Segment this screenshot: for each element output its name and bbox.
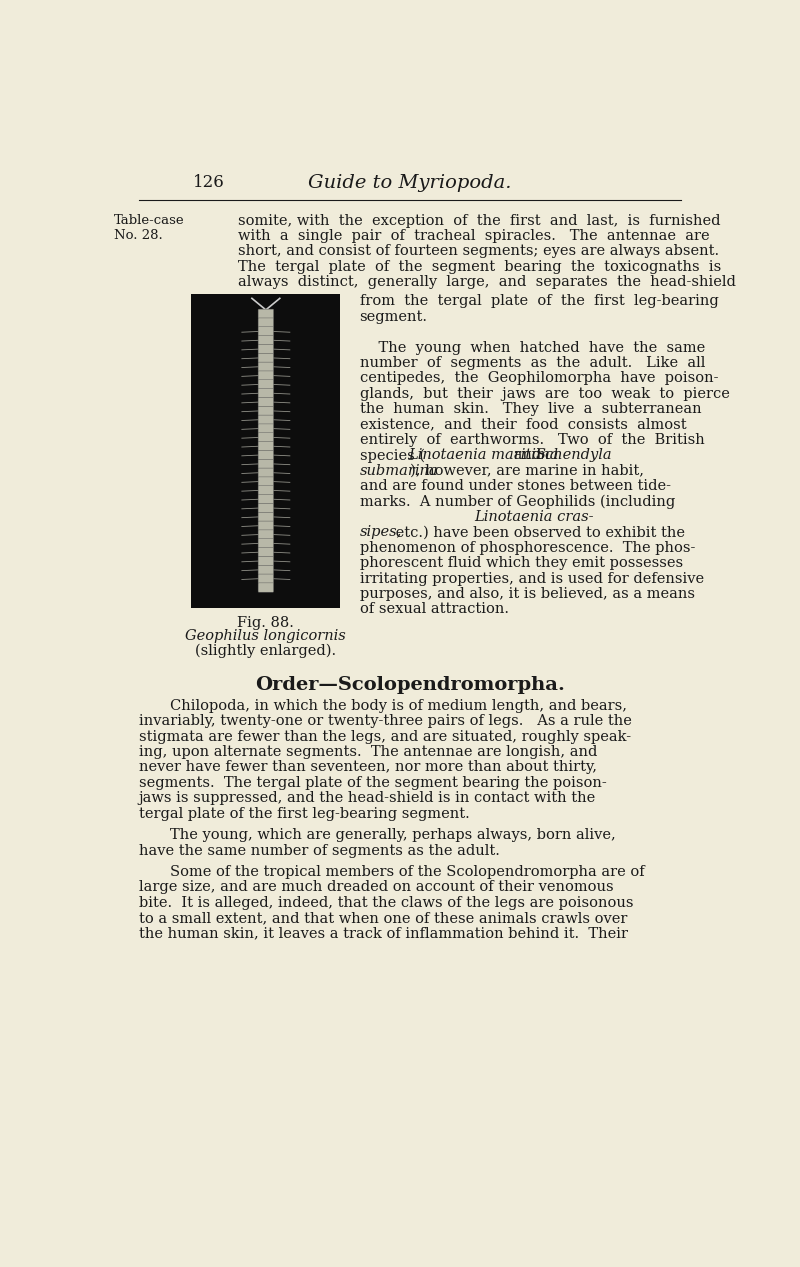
FancyBboxPatch shape <box>258 389 274 398</box>
FancyBboxPatch shape <box>258 547 274 557</box>
FancyBboxPatch shape <box>258 416 274 424</box>
Bar <box>360 508 693 526</box>
Text: to a small extent, and that when one of these animals crawls over: to a small extent, and that when one of … <box>138 911 627 925</box>
FancyBboxPatch shape <box>258 442 274 451</box>
Text: short, and consist of fourteen segments; eyes are always absent.: short, and consist of fourteen segments;… <box>238 245 719 258</box>
Text: somite, with  the  exception  of  the  first  and  last,  is  furnished: somite, with the exception of the first … <box>238 214 721 228</box>
Text: bite.  It is alleged, indeed, that the claws of the legs are poisonous: bite. It is alleged, indeed, that the cl… <box>138 896 634 910</box>
FancyBboxPatch shape <box>258 424 274 433</box>
Text: etc.) have been observed to exhibit the: etc.) have been observed to exhibit the <box>390 526 685 540</box>
FancyBboxPatch shape <box>258 485 274 495</box>
FancyBboxPatch shape <box>258 556 274 565</box>
Text: of sexual attraction.: of sexual attraction. <box>360 603 509 617</box>
FancyBboxPatch shape <box>258 327 274 336</box>
FancyBboxPatch shape <box>258 407 274 416</box>
FancyBboxPatch shape <box>258 433 274 442</box>
FancyBboxPatch shape <box>258 459 274 469</box>
Text: The young, which are generally, perhaps always, born alive,: The young, which are generally, perhaps … <box>170 829 615 843</box>
FancyBboxPatch shape <box>258 476 274 487</box>
FancyBboxPatch shape <box>258 318 274 327</box>
FancyBboxPatch shape <box>258 574 274 583</box>
Text: Table-case: Table-case <box>114 214 185 227</box>
Text: sipes,: sipes, <box>360 526 402 540</box>
Text: Schendyla: Schendyla <box>535 449 612 462</box>
Text: Linotaenia cras-: Linotaenia cras- <box>474 511 594 525</box>
Text: large size, and are much dreaded on account of their venomous: large size, and are much dreaded on acco… <box>138 881 614 895</box>
Text: Some of the tropical members of the Scolopendromorpha are of: Some of the tropical members of the Scol… <box>170 865 644 879</box>
Text: several  British  species,  as: several British species, as <box>360 511 571 525</box>
Text: with  a  single  pair  of  tracheal  spiracles.   The  antennae  are: with a single pair of tracheal spiracles… <box>238 229 710 243</box>
Text: have the same number of segments as the adult.: have the same number of segments as the … <box>138 844 500 858</box>
FancyBboxPatch shape <box>258 450 274 460</box>
FancyBboxPatch shape <box>258 494 274 504</box>
FancyBboxPatch shape <box>258 503 274 513</box>
FancyBboxPatch shape <box>258 353 274 362</box>
Text: No. 28.: No. 28. <box>114 229 162 242</box>
Text: Geophilus longicornis: Geophilus longicornis <box>186 630 346 644</box>
FancyBboxPatch shape <box>258 371 274 380</box>
FancyBboxPatch shape <box>258 345 274 353</box>
Text: entirely  of  earthworms.   Two  of  the  British: entirely of earthworms. Two of the Briti… <box>360 433 704 447</box>
Text: irritating properties, and is used for defensive: irritating properties, and is used for d… <box>360 571 704 585</box>
Text: and are found under stones between tide-: and are found under stones between tide- <box>360 479 670 493</box>
Text: ing, upon alternate segments.  The antennae are longish, and: ing, upon alternate segments. The antenn… <box>138 745 597 759</box>
Text: Linotaenia maritima: Linotaenia maritima <box>409 449 559 462</box>
Text: segment.: segment. <box>360 310 428 324</box>
Text: The  young  when  hatched  have  the  same: The young when hatched have the same <box>360 341 705 355</box>
Text: number  of  segments  as  the  adult.   Like  all: number of segments as the adult. Like al… <box>360 356 705 370</box>
FancyBboxPatch shape <box>258 530 274 540</box>
Text: Order—Scolopendromorpha.: Order—Scolopendromorpha. <box>255 675 565 693</box>
Text: segments.  The tergal plate of the segment bearing the poison-: segments. The tergal plate of the segmen… <box>138 775 606 789</box>
Text: submarina: submarina <box>360 464 438 478</box>
Text: ), however, are marine in habit,: ), however, are marine in habit, <box>410 464 644 478</box>
FancyBboxPatch shape <box>258 362 274 371</box>
Text: from  the  tergal  plate  of  the  first  leg-bearing: from the tergal plate of the first leg-b… <box>360 294 718 308</box>
FancyBboxPatch shape <box>258 583 274 592</box>
Text: marks.  A number of Geophilids (including: marks. A number of Geophilids (including <box>360 494 675 509</box>
Text: tergal plate of the first leg-bearing segment.: tergal plate of the first leg-bearing se… <box>138 807 470 821</box>
Text: existence,  and  their  food  consists  almost: existence, and their food consists almos… <box>360 418 686 432</box>
Text: (slightly enlarged).: (slightly enlarged). <box>195 644 337 658</box>
FancyBboxPatch shape <box>258 336 274 345</box>
Text: centipedes,  the  Geophilomorpha  have  poison-: centipedes, the Geophilomorpha have pois… <box>360 371 718 385</box>
Text: and: and <box>509 449 546 462</box>
Text: Fig. 88.: Fig. 88. <box>238 616 294 630</box>
Text: the  human  skin.   They  live  a  subterranean: the human skin. They live a subterranean <box>360 403 702 417</box>
Text: Guide to Myriopoda.: Guide to Myriopoda. <box>308 174 512 191</box>
Bar <box>191 294 340 608</box>
Text: 126: 126 <box>193 174 225 190</box>
FancyBboxPatch shape <box>258 380 274 389</box>
Text: purposes, and also, it is believed, as a means: purposes, and also, it is believed, as a… <box>360 587 694 601</box>
FancyBboxPatch shape <box>258 398 274 407</box>
Text: always  distinct,  generally  large,  and  separates  the  head-shield: always distinct, generally large, and se… <box>238 275 736 289</box>
Text: species (: species ( <box>360 449 425 462</box>
FancyBboxPatch shape <box>258 468 274 478</box>
Text: stigmata are fewer than the legs, and are situated, roughly speak-: stigmata are fewer than the legs, and ar… <box>138 730 631 744</box>
Text: jaws is suppressed, and the head-shield is in contact with the: jaws is suppressed, and the head-shield … <box>138 791 596 805</box>
Text: the human skin, it leaves a track of inflammation behind it.  Their: the human skin, it leaves a track of inf… <box>138 926 628 940</box>
FancyBboxPatch shape <box>258 512 274 522</box>
FancyBboxPatch shape <box>258 309 274 318</box>
Text: invariably, twenty-one or twenty-three pairs of legs.   As a rule the: invariably, twenty-one or twenty-three p… <box>138 715 632 729</box>
FancyBboxPatch shape <box>258 565 274 574</box>
Text: Chilopoda, in which the body is of medium length, and bears,: Chilopoda, in which the body is of mediu… <box>170 698 626 713</box>
Text: glands,  but  their  jaws  are  too  weak  to  pierce: glands, but their jaws are too weak to p… <box>360 386 730 400</box>
FancyBboxPatch shape <box>258 521 274 531</box>
Text: phorescent fluid which they emit possesses: phorescent fluid which they emit possess… <box>360 556 682 570</box>
Text: several  British  species,  as: several British species, as <box>360 511 571 525</box>
Text: phenomenon of phosphorescence.  The phos-: phenomenon of phosphorescence. The phos- <box>360 541 695 555</box>
Text: never have fewer than seventeen, nor more than about thirty,: never have fewer than seventeen, nor mor… <box>138 760 597 774</box>
Text: The  tergal  plate  of  the  segment  bearing  the  toxicognaths  is: The tergal plate of the segment bearing … <box>238 260 722 274</box>
FancyBboxPatch shape <box>258 538 274 549</box>
